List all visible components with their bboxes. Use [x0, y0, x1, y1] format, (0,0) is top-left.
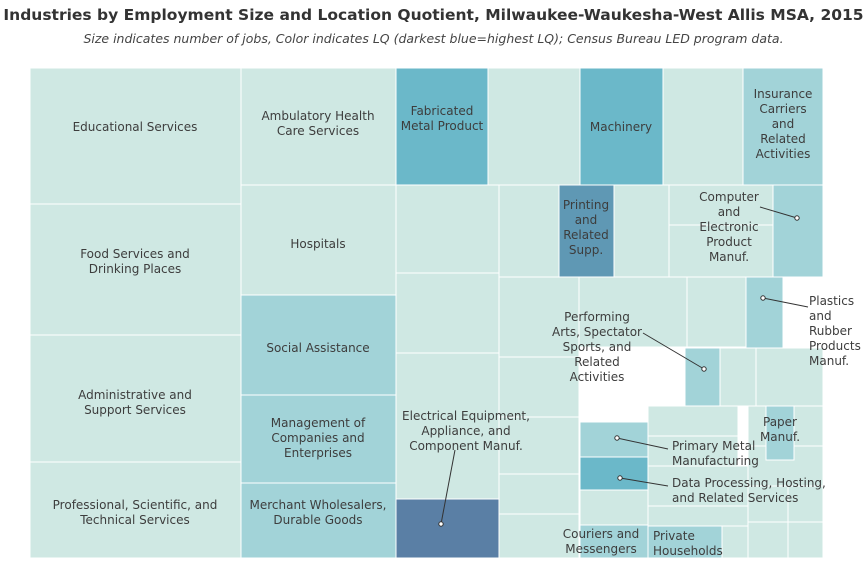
- primary-metal-callout-line: [616, 437, 669, 450]
- filler-cell-6: [498, 184, 560, 278]
- hospitals-cell: [240, 184, 397, 296]
- filler-cell-14: [668, 224, 774, 278]
- fabricated-metal-product-label: Fabricated Metal Product: [401, 104, 484, 133]
- ambulatory-health-care-services-cell: [240, 67, 397, 186]
- professional-scientific-and-technical-services-label: Professional, Scientific, and Technical S…: [53, 498, 218, 527]
- performing-arts-callout-line: [642, 332, 705, 370]
- fabricated-metal-product-cell: [395, 67, 489, 186]
- educational-services-cell: [29, 67, 242, 205]
- electrical-equipment-appliance-and-component-manuf-label: Electrical Equipment, Appliance, and Compo…: [402, 409, 530, 453]
- chart-title: Industries by Employment Size and Locati…: [3, 6, 864, 24]
- merchant-wholesalers-durable-goods-cell: [240, 482, 397, 559]
- educational-services-label: Educational Services: [73, 120, 198, 134]
- filler-cell-30: [747, 521, 789, 559]
- primary-metal-callout-marker: [614, 435, 620, 441]
- social-assistance-cell: [240, 294, 397, 396]
- private-households-label: Private Households: [653, 529, 723, 558]
- filler-cell-20: [647, 405, 739, 437]
- paper-manuf-label: Paper Manuf.: [760, 415, 800, 444]
- filler-cell-2: [395, 184, 500, 274]
- filler-cell-3: [395, 272, 500, 354]
- insurance-carriers-and-related-activities-label: Insurance Carriers and Related Activities: [754, 87, 813, 161]
- filler-cell-27: [787, 485, 824, 523]
- plastics-callout-line: [762, 297, 809, 308]
- filler-cell-9: [498, 416, 580, 475]
- machinery-cell: [579, 67, 664, 186]
- filler-cell-5: [487, 67, 581, 186]
- filler-cell-23: [647, 505, 749, 527]
- data-processing-callout-line: [619, 477, 669, 487]
- couriers-and-messengers-label: Couriers and Messengers: [563, 527, 640, 556]
- food-services-and-drinking-places-label: Food Services and Drinking Places: [80, 247, 190, 276]
- private-households-cell: [647, 525, 723, 559]
- merchant-wholesalers-durable-goods-label: Merchant Wholesalers, Durable Goods: [250, 498, 387, 527]
- plastics-and-rubber-products-manuf-label: Plastics and Rubber Products Manuf.: [809, 294, 861, 368]
- electrical-equipment-appliance-and-component-manuf-cell: [395, 498, 500, 559]
- plastics-callout-marker: [760, 295, 766, 301]
- filler-cell-32: [662, 67, 744, 186]
- computer-and-electronic-product-manuf-label: Computer and Electronic Product Manuf.: [699, 190, 759, 264]
- hospitals-label: Hospitals: [290, 237, 345, 251]
- filler-cell-10: [498, 473, 580, 515]
- plastics-and-rubber-products-manuf-cell: [745, 276, 784, 349]
- performing-arts-spectator-sports-and-related-activities-label: Performing Arts, Spectator Sports, and Rela…: [552, 310, 642, 384]
- filler-cell-16: [686, 276, 747, 348]
- computer-and-electronic-product-manuf-cell: [772, 184, 824, 278]
- administrative-and-support-services-cell: [29, 334, 242, 463]
- professional-scientific-and-technical-services-cell: [29, 461, 242, 559]
- food-services-and-drinking-places-cell: [29, 203, 242, 336]
- administrative-and-support-services-label: Administrative and Support Services: [78, 388, 192, 417]
- filler-cell-28: [579, 489, 649, 526]
- filler-cell-15: [578, 276, 688, 348]
- social-assistance-label: Social Assistance: [266, 341, 369, 355]
- couriers-and-messengers-cell: [579, 524, 649, 559]
- management-of-companies-and-enterprises-cell: [240, 394, 397, 484]
- machinery-label: Machinery: [590, 120, 652, 134]
- computer-callout-line: [759, 206, 798, 219]
- data-processing-hosting-and-related-services-cell: [579, 456, 649, 491]
- primary-metal-manufacturing-label: Primary Metal Manufacturing: [672, 439, 759, 468]
- filler-cell-31: [787, 521, 824, 559]
- performing-arts-callout-marker: [701, 366, 707, 372]
- primary-metal-manufacturing-cell: [579, 421, 649, 458]
- chart-subtitle: Size indicates number of jobs, Color ind…: [83, 31, 784, 46]
- printing-and-related-supp-label: Printing and Related Supp.: [563, 198, 609, 257]
- performing-arts-spectator-sports-and-related-activities-cell: [684, 347, 721, 407]
- filler-cell-11: [498, 513, 580, 559]
- electrical-callout-marker: [438, 521, 444, 527]
- filler-cell-8: [498, 356, 580, 418]
- filler-cell-18: [719, 347, 757, 407]
- paper-manuf-cell: [765, 405, 795, 461]
- electrical-callout-line: [440, 449, 456, 525]
- management-of-companies-and-enterprises-label: Management of Companies and Enterprises: [271, 416, 366, 460]
- filler-cell-29: [721, 525, 749, 559]
- filler-cell-4: [395, 352, 500, 500]
- printing-and-related-supp-cell: [558, 184, 615, 278]
- data-processing-callout-marker: [617, 475, 623, 481]
- insurance-carriers-and-related-activities-cell: [742, 67, 824, 186]
- filler-cell-12: [613, 184, 670, 278]
- ambulatory-health-care-services-label: Ambulatory Health Care Services: [261, 109, 374, 138]
- data-processing-hosting-and-related-services-label: Data Processing, Hosting, and Related Ser…: [672, 476, 826, 505]
- computer-callout-marker: [794, 215, 800, 221]
